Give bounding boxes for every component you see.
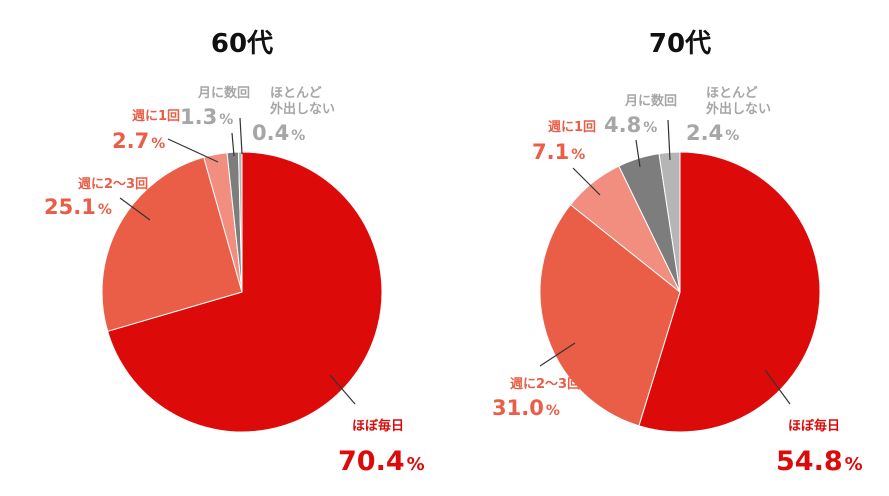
slice-label-70s-rarely-out: ほとんど	[706, 86, 758, 101]
slice-70s-two-three-weekly	[539, 204, 681, 427]
slice-label-60s-once-weekly: 週に1回	[132, 109, 180, 124]
slice-70s-daily	[638, 151, 821, 433]
slice-label-60s-two-three-weekly: 週に2〜3回	[78, 177, 148, 192]
slice-60s-daily	[107, 151, 383, 433]
leader-line-70s-daily	[764, 369, 791, 405]
slice-label-70s-few-monthly: 月に数回	[624, 93, 677, 109]
slice-label-60s-rarely-out: ほとんど	[270, 86, 322, 101]
slice-value-70s-two-three-weekly: 31.0%	[492, 396, 560, 420]
leader-line-70s-rarely-out	[667, 119, 671, 161]
slice-60s-two-three-weekly	[101, 156, 243, 332]
slice-value-70s-once-weekly: 7.1%	[532, 140, 585, 164]
slice-value-70s-rarely-out: 2.4%	[686, 121, 739, 145]
leader-line-60s-rarely-out	[239, 117, 243, 155]
slice-value-70s-daily: 54.8%	[776, 446, 863, 477]
slice-value-70s-few-monthly: 4.8%	[604, 113, 657, 137]
leader-line-70s-once-weekly	[572, 167, 601, 196]
slice-label-70s-daily: ほぼ毎日	[788, 418, 840, 434]
pie-chart-60s: ほぼ毎日 70.4 % 週に2〜3回 25.1 % 週に1回 2.7 % 月に数回 1.3 % ほとんど…	[44, 85, 425, 477]
leader-line-60s-daily	[329, 374, 356, 405]
slice-value-60s-two-three-weekly: 25.1%	[44, 195, 112, 219]
slice-value-60s-daily: 70.4%	[338, 446, 425, 477]
slice-label-70s-once-weekly: 週に1回	[548, 120, 596, 135]
slice-value-60s-rarely-out: 0.4%	[252, 121, 305, 145]
leader-line-70s-two-three-weekly	[539, 342, 576, 367]
slice-value-60s-few-monthly: 1.3%	[180, 105, 233, 129]
leader-line-70s-few-monthly	[635, 139, 641, 168]
leader-line-60s-few-monthly	[231, 132, 235, 157]
chart-title-70s: 70代	[649, 29, 711, 59]
slice-label-60s-few-monthly: 月に数回	[197, 85, 250, 101]
leader-line-60s-once-weekly	[167, 138, 219, 163]
slice-label-70s-rarely-out: 外出しない	[705, 101, 771, 117]
chart-title-60s: 60代	[211, 29, 273, 59]
slice-value-60s-once-weekly: 2.7%	[112, 129, 165, 153]
leader-line-60s-two-three-weekly	[119, 197, 151, 221]
pie-chart-70s: ほぼ毎日 54.8 % 週に2〜3回 31.0 % 週に1回 7.1 % 月に数回 4.8 % ほとんど…	[492, 86, 863, 477]
slice-label-60s-daily: ほぼ毎日	[352, 418, 404, 434]
slice-label-60s-rarely-out: 外出しない	[269, 101, 335, 117]
slice-label-70s-two-three-weekly: 週に2〜3回	[510, 377, 580, 392]
